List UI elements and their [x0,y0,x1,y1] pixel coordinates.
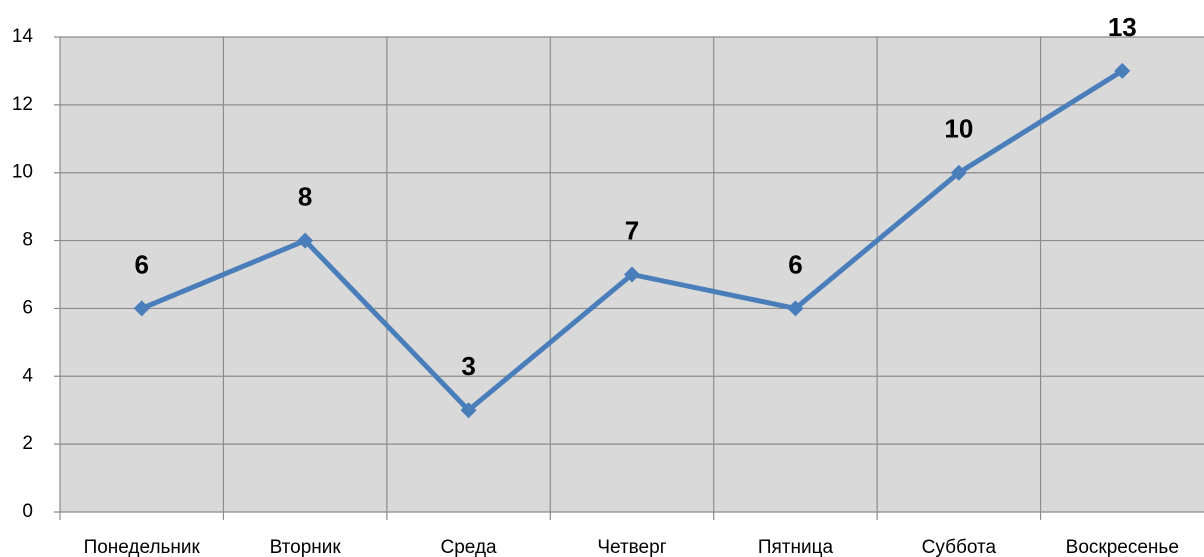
data-label: 6 [788,249,802,279]
x-tick-label: Вторник [270,537,342,557]
data-label: 6 [134,249,148,279]
marker [460,402,477,419]
y-tick-label: 14 [12,26,34,47]
marker [787,300,804,317]
y-tick-label: 4 [22,365,33,386]
y-tick-label: 6 [22,297,33,318]
marker [950,164,967,181]
x-tick-label: Понедельник [84,537,201,557]
x-tick-label: Воскресенье [1066,537,1179,557]
y-tick-label: 0 [22,501,33,522]
y-tick-label: 10 [12,162,33,183]
data-label: 13 [1108,12,1137,42]
marker [133,300,150,317]
data-label: 8 [298,181,312,211]
x-tick-label: Среда [441,537,498,557]
y-tick-label: 2 [22,433,33,454]
marker [297,232,314,249]
y-tick-label: 8 [22,230,33,251]
marker [624,266,640,283]
data-label: 7 [625,215,639,245]
x-tick-label: Четверг [597,537,666,557]
data-label: 10 [944,114,973,144]
data-label: 3 [461,351,475,381]
marker [1114,62,1131,79]
x-tick-label: Суббота [922,537,997,557]
x-tick-label: Пятница [758,537,834,557]
y-tick-label: 12 [12,94,33,115]
